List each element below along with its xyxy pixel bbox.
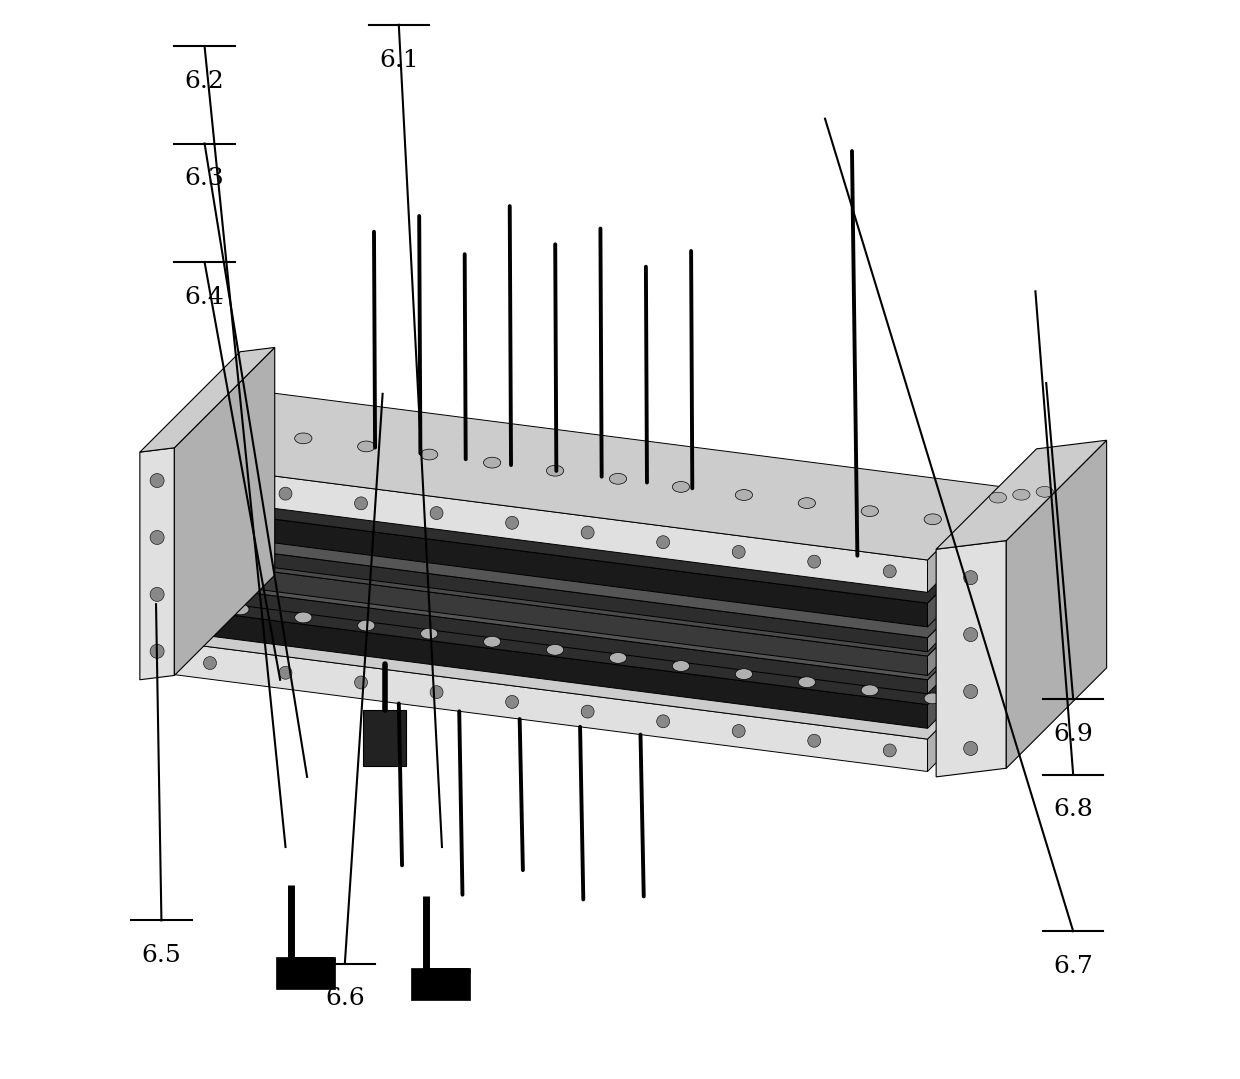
Polygon shape bbox=[928, 620, 987, 694]
Text: 6.5: 6.5 bbox=[141, 944, 181, 967]
Ellipse shape bbox=[582, 706, 594, 719]
Polygon shape bbox=[172, 447, 987, 603]
Polygon shape bbox=[172, 559, 928, 675]
Ellipse shape bbox=[150, 587, 164, 601]
Ellipse shape bbox=[355, 675, 367, 688]
Polygon shape bbox=[928, 645, 987, 728]
Ellipse shape bbox=[484, 457, 501, 468]
Ellipse shape bbox=[732, 545, 745, 559]
Ellipse shape bbox=[279, 666, 291, 680]
Ellipse shape bbox=[420, 628, 438, 639]
Ellipse shape bbox=[799, 677, 816, 687]
Ellipse shape bbox=[547, 465, 564, 476]
Ellipse shape bbox=[883, 564, 897, 577]
Ellipse shape bbox=[582, 525, 594, 540]
Ellipse shape bbox=[861, 685, 878, 696]
Polygon shape bbox=[928, 544, 987, 627]
Ellipse shape bbox=[657, 535, 670, 548]
Ellipse shape bbox=[232, 604, 249, 615]
Bar bbox=[410, 968, 470, 1000]
Ellipse shape bbox=[732, 725, 745, 738]
Ellipse shape bbox=[150, 531, 164, 545]
Ellipse shape bbox=[861, 506, 878, 517]
Polygon shape bbox=[1007, 440, 1106, 768]
Ellipse shape bbox=[1013, 489, 1030, 500]
Polygon shape bbox=[172, 607, 928, 728]
Ellipse shape bbox=[506, 695, 518, 708]
Ellipse shape bbox=[963, 684, 977, 698]
Polygon shape bbox=[928, 578, 987, 652]
Ellipse shape bbox=[484, 637, 501, 647]
Ellipse shape bbox=[430, 506, 443, 520]
Text: 6.3: 6.3 bbox=[185, 167, 224, 190]
Ellipse shape bbox=[735, 669, 753, 680]
Polygon shape bbox=[928, 666, 1001, 771]
Ellipse shape bbox=[420, 449, 438, 460]
Polygon shape bbox=[928, 597, 987, 675]
Polygon shape bbox=[928, 487, 1001, 592]
Text: 6.6: 6.6 bbox=[325, 987, 365, 1010]
Polygon shape bbox=[172, 500, 987, 656]
Ellipse shape bbox=[1037, 487, 1054, 497]
Ellipse shape bbox=[924, 693, 941, 704]
Ellipse shape bbox=[924, 514, 941, 524]
Ellipse shape bbox=[990, 492, 1007, 503]
Ellipse shape bbox=[232, 425, 249, 436]
Ellipse shape bbox=[672, 660, 689, 671]
Text: 6.1: 6.1 bbox=[379, 49, 419, 71]
Ellipse shape bbox=[430, 686, 443, 699]
Polygon shape bbox=[172, 583, 928, 694]
Polygon shape bbox=[172, 642, 928, 771]
Ellipse shape bbox=[295, 612, 312, 623]
Ellipse shape bbox=[799, 497, 816, 508]
Ellipse shape bbox=[807, 555, 821, 568]
Ellipse shape bbox=[963, 628, 977, 642]
Polygon shape bbox=[172, 548, 987, 705]
Ellipse shape bbox=[150, 474, 164, 488]
Ellipse shape bbox=[150, 644, 164, 658]
Ellipse shape bbox=[203, 477, 217, 490]
Polygon shape bbox=[175, 347, 275, 675]
Ellipse shape bbox=[357, 441, 374, 452]
Ellipse shape bbox=[963, 741, 977, 755]
Ellipse shape bbox=[735, 490, 753, 501]
Ellipse shape bbox=[672, 481, 689, 492]
Ellipse shape bbox=[279, 487, 291, 500]
Ellipse shape bbox=[609, 653, 626, 664]
Ellipse shape bbox=[609, 474, 626, 484]
Text: 6.9: 6.9 bbox=[1053, 723, 1092, 746]
Polygon shape bbox=[140, 448, 175, 680]
Bar bbox=[363, 710, 407, 766]
Ellipse shape bbox=[357, 620, 374, 631]
Polygon shape bbox=[172, 569, 1001, 739]
Polygon shape bbox=[140, 347, 275, 452]
Ellipse shape bbox=[883, 743, 897, 757]
Polygon shape bbox=[172, 541, 928, 652]
Bar bbox=[275, 957, 335, 989]
Ellipse shape bbox=[657, 714, 670, 727]
Polygon shape bbox=[172, 523, 987, 680]
Polygon shape bbox=[172, 506, 928, 627]
Text: 6.4: 6.4 bbox=[185, 286, 224, 309]
Ellipse shape bbox=[547, 644, 564, 655]
Ellipse shape bbox=[203, 656, 217, 669]
Text: 6.8: 6.8 bbox=[1053, 798, 1092, 821]
Polygon shape bbox=[172, 390, 1001, 560]
Ellipse shape bbox=[963, 571, 977, 585]
Ellipse shape bbox=[355, 496, 367, 510]
Polygon shape bbox=[172, 463, 928, 592]
Text: 6.7: 6.7 bbox=[1053, 955, 1092, 978]
Ellipse shape bbox=[295, 433, 312, 443]
Ellipse shape bbox=[506, 516, 518, 530]
Polygon shape bbox=[936, 541, 1007, 777]
Text: 6.2: 6.2 bbox=[185, 70, 224, 93]
Ellipse shape bbox=[807, 734, 821, 747]
Polygon shape bbox=[936, 440, 1106, 549]
Polygon shape bbox=[172, 481, 987, 638]
